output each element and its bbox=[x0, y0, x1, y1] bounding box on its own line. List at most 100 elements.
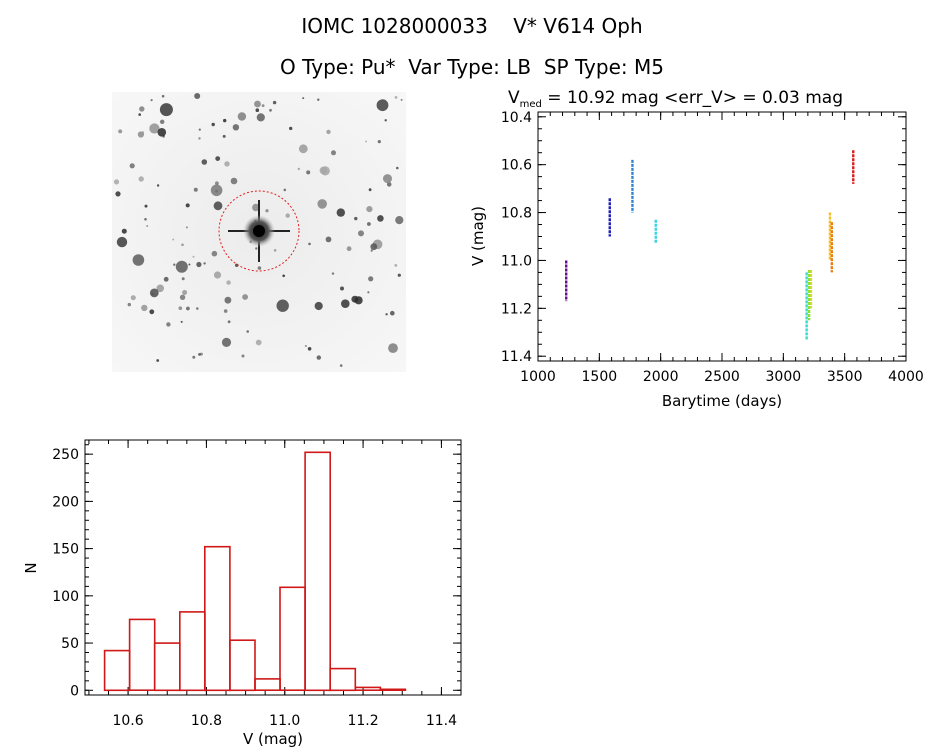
field-star bbox=[365, 140, 368, 143]
field-star bbox=[127, 302, 131, 307]
field-star bbox=[121, 228, 127, 234]
hist-bar bbox=[329, 667, 357, 692]
field-star bbox=[255, 108, 260, 112]
histogram-plot-frame bbox=[84, 439, 462, 696]
hist-bar bbox=[279, 586, 306, 692]
field-star bbox=[276, 299, 289, 312]
field-star bbox=[237, 112, 247, 121]
field-star bbox=[367, 291, 370, 294]
field-star bbox=[316, 355, 321, 360]
hist-x-tick-label: 10.6 bbox=[112, 713, 143, 729]
field-star bbox=[186, 306, 190, 311]
field-star bbox=[141, 304, 148, 312]
field-star bbox=[173, 263, 176, 266]
lc-x-tick-label: 2000 bbox=[643, 369, 679, 385]
field-star bbox=[130, 295, 136, 301]
field-star bbox=[385, 313, 388, 316]
field-star bbox=[181, 243, 184, 247]
field-star bbox=[211, 250, 218, 257]
hist-x-tick-label: 10.8 bbox=[191, 713, 222, 729]
field-star bbox=[367, 222, 371, 226]
hist-y-tick-label: 150 bbox=[52, 542, 79, 558]
field-star bbox=[156, 359, 160, 362]
field-star bbox=[326, 129, 331, 135]
field-star bbox=[317, 199, 327, 209]
field-star bbox=[397, 273, 401, 277]
hist-x-tick-label: 11.0 bbox=[269, 713, 300, 729]
field-star bbox=[144, 218, 147, 221]
hist-bar bbox=[179, 611, 206, 692]
field-star bbox=[298, 144, 308, 154]
field-star bbox=[368, 188, 372, 192]
hist-y-tick-label: 50 bbox=[61, 636, 79, 652]
field-star bbox=[304, 344, 307, 348]
field-star bbox=[150, 99, 153, 102]
field-star bbox=[283, 188, 287, 192]
lc-y-tick-label: 11.0 bbox=[501, 253, 532, 269]
field-star bbox=[302, 97, 305, 100]
field-star bbox=[241, 354, 245, 358]
field-star bbox=[113, 179, 120, 185]
field-star bbox=[139, 106, 145, 112]
field-star bbox=[138, 176, 144, 182]
target-star-icon bbox=[228, 200, 290, 262]
chart-title-star-id: IOMC 1028000033 V* V614 Oph bbox=[301, 14, 643, 38]
field-star bbox=[144, 204, 148, 208]
hist-y-tick-label: 200 bbox=[52, 494, 79, 510]
lc-x-tick-label: 3500 bbox=[827, 369, 863, 385]
field-star bbox=[377, 215, 384, 222]
field-star bbox=[185, 226, 188, 229]
hist-bar bbox=[254, 678, 281, 691]
field-star bbox=[192, 255, 195, 258]
field-star bbox=[377, 140, 381, 144]
field-star bbox=[282, 274, 285, 278]
field-star bbox=[146, 225, 149, 227]
field-star bbox=[255, 339, 262, 346]
field-star bbox=[308, 242, 311, 246]
field-star bbox=[192, 355, 196, 359]
field-star bbox=[188, 263, 191, 266]
field-star bbox=[116, 236, 128, 248]
field-star bbox=[159, 103, 173, 117]
field-star bbox=[196, 261, 202, 268]
field-star bbox=[257, 266, 262, 270]
field-star bbox=[222, 134, 226, 138]
light-curve-plot-frame bbox=[537, 111, 907, 362]
field-star bbox=[396, 166, 399, 170]
field-star bbox=[163, 276, 169, 282]
hist-y-tick-label: 100 bbox=[52, 589, 79, 605]
lc-y-tick-label: 11.2 bbox=[501, 301, 532, 317]
field-star bbox=[149, 288, 159, 298]
field-star bbox=[201, 159, 208, 165]
lc-y-tick-label: 10.8 bbox=[501, 206, 532, 222]
field-star bbox=[265, 209, 269, 213]
field-star bbox=[339, 364, 343, 367]
field-star bbox=[180, 320, 183, 323]
field-star bbox=[307, 347, 312, 351]
field-star bbox=[213, 201, 223, 211]
field-star bbox=[317, 98, 320, 101]
lc-x-tick-label: 3000 bbox=[766, 369, 802, 385]
field-star bbox=[211, 122, 215, 127]
field-star bbox=[331, 272, 335, 275]
chart-subtitle-types: O Type: Pu* Var Type: LB SP Type: M5 bbox=[280, 55, 664, 79]
lc-x-tick-label: 4000 bbox=[888, 369, 924, 385]
field-star bbox=[215, 156, 221, 161]
field-star bbox=[390, 310, 395, 316]
field-star bbox=[213, 271, 222, 279]
field-star bbox=[384, 119, 387, 122]
field-star bbox=[336, 208, 345, 217]
field-star bbox=[269, 108, 272, 112]
field-star bbox=[193, 187, 198, 192]
field-star bbox=[156, 184, 160, 187]
field-star bbox=[132, 254, 145, 266]
field-star bbox=[376, 99, 389, 112]
hist-bar bbox=[354, 686, 382, 691]
field-star bbox=[172, 238, 175, 241]
field-star bbox=[226, 280, 231, 285]
hist-y-tick-label: 250 bbox=[52, 447, 79, 463]
field-star bbox=[331, 150, 336, 156]
light-curve-title: Vmed = 10.92 mag <err_V> = 0.03 mag bbox=[508, 88, 843, 110]
field-star bbox=[256, 113, 265, 122]
histogram-y-label: N bbox=[22, 562, 40, 573]
